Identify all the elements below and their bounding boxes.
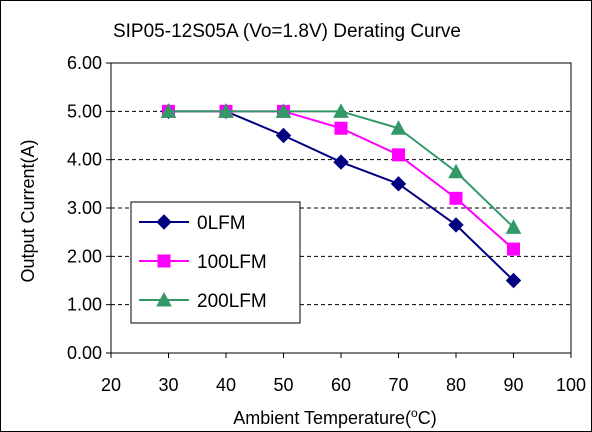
x-tick-label: 100 bbox=[556, 375, 586, 395]
legend-label: 100LFM bbox=[197, 252, 267, 273]
data-point bbox=[334, 121, 348, 135]
x-axis: 20 30 40 50 60 70 80 90 100 bbox=[101, 353, 586, 395]
x-tick-label: 60 bbox=[331, 375, 351, 395]
data-point bbox=[333, 154, 349, 170]
y-tick-label: 4.00 bbox=[67, 150, 102, 170]
chart-title: SIP05-12S05A (Vo=1.8V) Derating Curve bbox=[113, 21, 461, 42]
legend-marker bbox=[156, 291, 172, 307]
data-point bbox=[448, 163, 464, 179]
legend-marker bbox=[156, 214, 172, 230]
data-point bbox=[505, 219, 522, 234]
legend-label: 0LFM bbox=[197, 213, 246, 234]
x-tick-label: 40 bbox=[216, 375, 236, 395]
y-tick-label: 3.00 bbox=[67, 198, 102, 218]
data-point bbox=[275, 103, 292, 118]
x-tick-label: 30 bbox=[158, 375, 178, 395]
legend-item: 0LFM bbox=[139, 213, 246, 234]
y-axis: 0.00 1.00 2.00 3.00 4.00 5.00 6.00 bbox=[67, 53, 111, 363]
legend-item: 200LFM bbox=[139, 291, 267, 312]
data-point bbox=[505, 272, 522, 289]
data-point bbox=[449, 191, 463, 205]
y-tick-label: 0.00 bbox=[67, 343, 102, 363]
data-point bbox=[160, 103, 177, 118]
legend: 0LFM 100LFM 200LFM bbox=[130, 201, 301, 324]
data-point bbox=[333, 103, 349, 118]
legend-item: 100LFM bbox=[139, 252, 267, 273]
x-tick-label: 20 bbox=[101, 375, 121, 395]
data-point bbox=[507, 242, 520, 256]
x-tick-label: 50 bbox=[273, 375, 293, 395]
x-axis-title: Ambient Temperature(oC) bbox=[233, 406, 436, 428]
y-tick-label: 5.00 bbox=[67, 101, 102, 121]
x-tick-label: 70 bbox=[388, 375, 408, 395]
data-point bbox=[392, 148, 405, 162]
data-point bbox=[218, 103, 234, 118]
y-tick-label: 1.00 bbox=[67, 295, 102, 315]
series-200LFM bbox=[160, 103, 522, 234]
data-point bbox=[448, 217, 464, 233]
x-tick-label: 80 bbox=[446, 375, 466, 395]
legend-label: 200LFM bbox=[197, 291, 267, 312]
y-axis-title: Output Current(A) bbox=[18, 139, 38, 282]
y-tick-label: 6.00 bbox=[67, 53, 102, 73]
data-point bbox=[390, 176, 407, 192]
data-point bbox=[390, 120, 407, 135]
series-layer bbox=[160, 103, 522, 289]
y-tick-label: 2.00 bbox=[67, 246, 102, 266]
data-point bbox=[275, 127, 292, 144]
x-tick-label: 90 bbox=[503, 375, 523, 395]
legend-marker bbox=[157, 254, 171, 268]
